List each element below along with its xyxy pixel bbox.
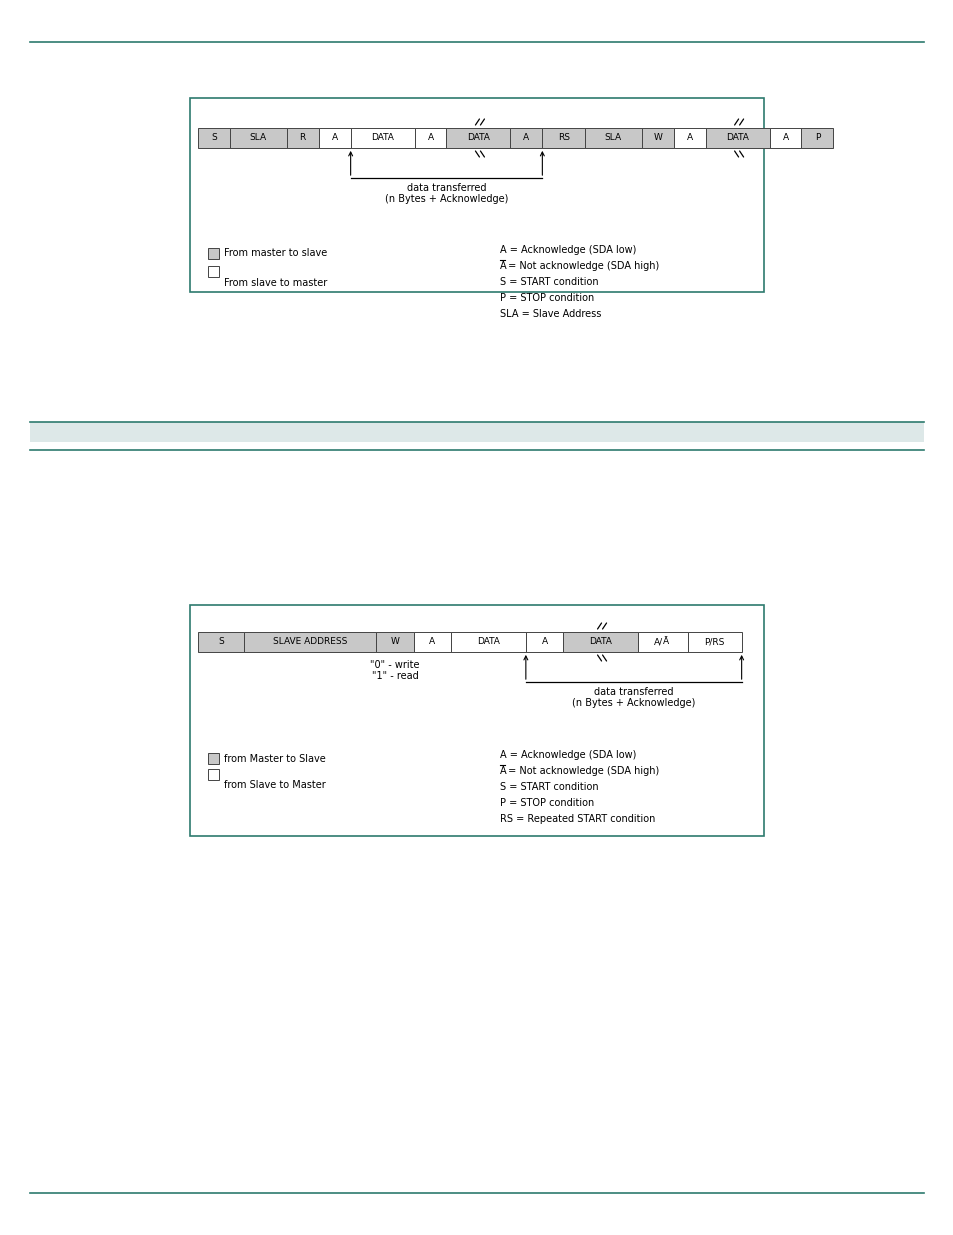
Text: SLA: SLA <box>250 133 267 142</box>
Bar <box>190 605 763 836</box>
Bar <box>208 753 219 764</box>
Text: P: P <box>814 133 820 142</box>
Bar <box>769 128 801 148</box>
Text: (n Bytes + Acknowledge): (n Bytes + Acknowledge) <box>384 194 508 204</box>
Bar <box>30 422 923 442</box>
Text: A: A <box>499 261 506 270</box>
Text: = Not acknowledge (SDA high): = Not acknowledge (SDA high) <box>505 766 659 776</box>
Bar <box>198 128 230 148</box>
Text: DATA: DATA <box>476 637 499 646</box>
Text: DATA: DATA <box>725 133 748 142</box>
Text: A: A <box>686 133 692 142</box>
Bar <box>641 128 673 148</box>
Bar <box>287 128 318 148</box>
Text: S: S <box>211 133 216 142</box>
Bar <box>801 128 833 148</box>
Text: from Master to Slave: from Master to Slave <box>224 753 325 763</box>
Text: SLA: SLA <box>604 133 621 142</box>
Text: RS = Repeated START condition: RS = Repeated START condition <box>499 814 655 824</box>
Text: A: A <box>332 133 337 142</box>
Text: A: A <box>429 637 436 646</box>
Text: data transferred: data transferred <box>406 183 486 193</box>
Bar <box>208 266 219 277</box>
Bar <box>638 632 687 652</box>
Bar <box>190 98 763 291</box>
Bar <box>208 248 219 259</box>
Bar <box>584 128 641 148</box>
Text: P/RS: P/RS <box>703 637 724 646</box>
Bar <box>451 632 525 652</box>
Bar <box>705 128 769 148</box>
Text: R: R <box>299 133 306 142</box>
Bar <box>415 128 446 148</box>
Bar <box>208 769 219 781</box>
Bar <box>562 632 638 652</box>
Text: W: W <box>653 133 661 142</box>
Bar <box>318 128 351 148</box>
Text: W: W <box>391 637 399 646</box>
Text: A = Acknowledge (SDA low): A = Acknowledge (SDA low) <box>499 750 636 760</box>
Text: DATA: DATA <box>467 133 490 142</box>
Text: From master to slave: From master to slave <box>224 248 327 258</box>
Bar <box>525 632 562 652</box>
Text: data transferred: data transferred <box>594 687 673 697</box>
Bar <box>446 128 510 148</box>
Bar <box>542 128 584 148</box>
Bar <box>351 128 415 148</box>
Bar <box>414 632 451 652</box>
Text: DATA: DATA <box>371 133 394 142</box>
Text: SLA = Slave Address: SLA = Slave Address <box>499 309 600 319</box>
Text: A: A <box>523 133 529 142</box>
Text: A: A <box>781 133 788 142</box>
Text: From slave to master: From slave to master <box>224 278 327 288</box>
Text: SLAVE ADDRESS: SLAVE ADDRESS <box>273 637 347 646</box>
Bar <box>376 632 414 652</box>
Text: P = STOP condition: P = STOP condition <box>499 293 594 303</box>
Bar <box>243 632 376 652</box>
Text: from Slave to Master: from Slave to Master <box>224 781 325 790</box>
Bar <box>230 128 287 148</box>
Bar <box>198 632 243 652</box>
Text: Ā: Ā <box>662 637 668 646</box>
Text: (n Bytes + Acknowledge): (n Bytes + Acknowledge) <box>572 698 695 708</box>
Text: S: S <box>217 637 223 646</box>
Text: "1" - read: "1" - read <box>372 671 418 680</box>
Text: RS: RS <box>558 133 569 142</box>
Text: S = START condition: S = START condition <box>499 782 598 792</box>
Text: A: A <box>541 637 547 646</box>
Text: P = STOP condition: P = STOP condition <box>499 798 594 808</box>
Bar <box>510 128 542 148</box>
Text: DATA: DATA <box>589 637 611 646</box>
Text: A: A <box>499 766 506 776</box>
Text: A = Acknowledge (SDA low): A = Acknowledge (SDA low) <box>499 245 636 254</box>
Text: "0" - write: "0" - write <box>370 659 419 671</box>
Text: A: A <box>427 133 433 142</box>
Text: S = START condition: S = START condition <box>499 277 598 287</box>
Bar <box>687 632 740 652</box>
Text: A/: A/ <box>653 637 662 646</box>
Text: = Not acknowledge (SDA high): = Not acknowledge (SDA high) <box>505 261 659 270</box>
Bar <box>673 128 705 148</box>
